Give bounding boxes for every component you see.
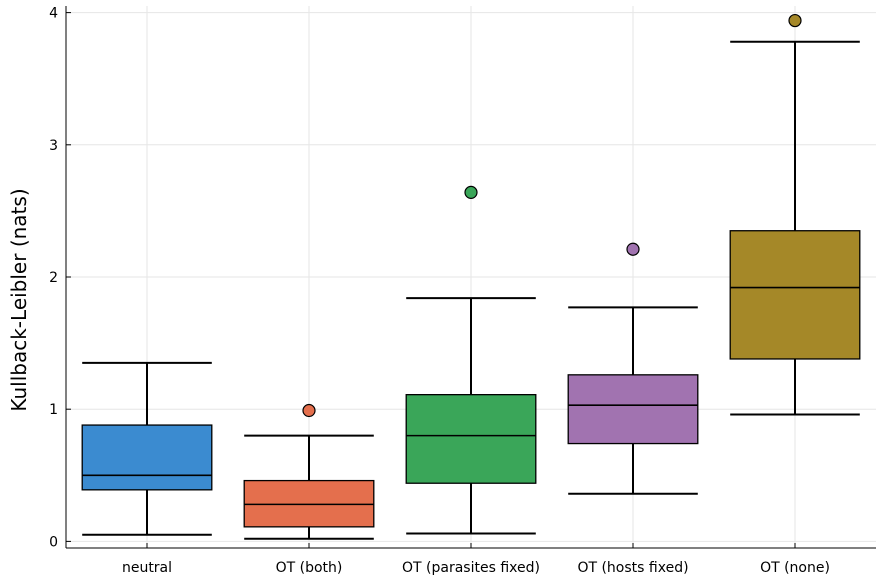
outlier-point bbox=[464, 185, 478, 199]
box-iqr bbox=[405, 394, 537, 484]
y-tick-label: 2 bbox=[49, 270, 58, 286]
x-tick-label: OT (none) bbox=[760, 560, 830, 576]
y-tick-label: 3 bbox=[49, 138, 58, 154]
box-group bbox=[81, 361, 213, 536]
y-tick-label: 1 bbox=[49, 402, 58, 418]
box-group bbox=[567, 242, 699, 495]
y-tick-label: 0 bbox=[49, 534, 58, 550]
y-tick-label: 4 bbox=[49, 6, 58, 22]
y-axis-title: Kullback-Leibler (nats) bbox=[7, 188, 31, 411]
outlier-point bbox=[302, 403, 316, 418]
axes bbox=[65, 6, 876, 549]
grid-lines bbox=[66, 6, 876, 548]
x-tick-label: neutral bbox=[122, 560, 172, 576]
x-tick-label: OT (both) bbox=[276, 560, 343, 576]
boxes bbox=[81, 13, 861, 540]
box-group bbox=[405, 185, 537, 535]
box-iqr bbox=[567, 374, 699, 445]
x-tick-label: OT (hosts fixed) bbox=[577, 560, 688, 576]
x-tick-label: OT (parasites fixed) bbox=[402, 560, 540, 576]
box-group bbox=[729, 13, 861, 416]
box-group bbox=[243, 403, 375, 540]
outlier-point bbox=[626, 242, 640, 256]
box-iqr bbox=[729, 230, 861, 360]
tick-labels: 0 1 2 3 4 neutral OT (both) OT (parasites fixed… bbox=[49, 6, 830, 576]
box-iqr bbox=[81, 424, 213, 491]
outlier-point bbox=[788, 13, 802, 28]
